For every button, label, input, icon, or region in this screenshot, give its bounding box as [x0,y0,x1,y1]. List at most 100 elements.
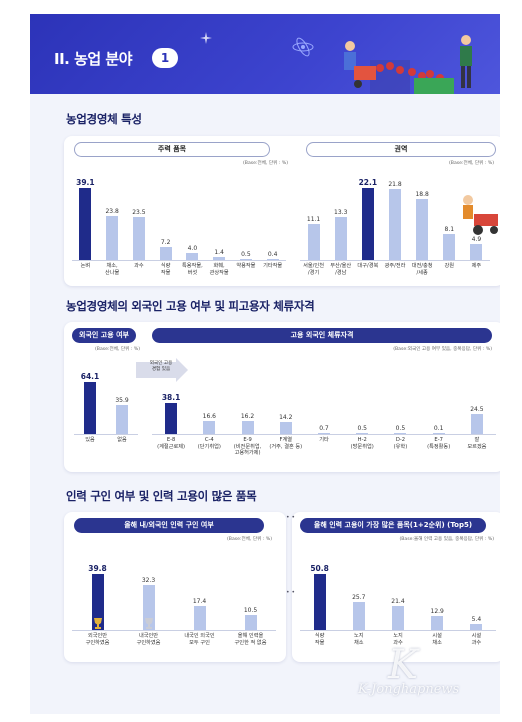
chart-value-label: 35.9 [115,396,129,404]
top-items-chart: 올해 인력 고용이 가장 많은 품목(1+2순위) (Top5) (Base:올해… [298,518,498,658]
chart-header-pill: 외국인 고용 여부 [72,328,136,343]
chart-bar [318,433,330,434]
chart-value-label: 22.1 [358,178,378,187]
chart-category-label: D-2 (유학) [393,437,408,450]
report-page: II. 농업 분야 1 농업경영체 특성 주력 품목 (Base:전체, 단위 :… [30,14,500,714]
chart-base-note: (Base:올해 인력 고용 있음, 중복응답, 단위 : %) [399,537,494,542]
chart-bar [203,420,216,434]
chart-category-label: 있음 [85,437,95,443]
chapter-title: II. 농업 분야 [54,50,133,68]
chart-bar [84,382,96,434]
chart-value-label: 8.1 [444,225,455,233]
chart-axis [74,434,138,435]
chart-category-label: H-2 (방문취업) [350,437,374,450]
chart-bar [356,433,369,434]
chart-category-label: 기타작물 [263,263,283,269]
chart-bar [213,257,226,260]
chart-header-pill: 올해 내/외국인 인력 구인 여부 [74,518,264,533]
chart-value-label: 17.4 [192,597,207,605]
chart-bar [334,216,347,260]
chart-category-label: 시설 채소 [432,633,442,646]
chart-base-note: (Base:외국인 고용 여부 있음, 중복응답, 단위 : %) [393,347,492,352]
chart-value-label: 39.8 [88,564,107,573]
chart-category-label: 기타 [319,437,329,443]
chart-bar [116,404,128,434]
gold-trophy-icon [94,618,102,629]
chart-value-label: 39.1 [76,178,95,187]
chart-category-label: C-4 (단기취업) [197,437,221,450]
chart-value-label: 4.9 [471,236,482,244]
chart-category-label: 시설 과수 [471,633,482,646]
chart-bar [279,422,292,434]
chart-value-label: 23.5 [132,208,146,216]
chart-value-label: 7.2 [160,238,171,246]
chart-axis [300,260,490,261]
chart-base-note: (Base:전체, 단위 : %) [227,537,272,542]
chart-category-label: 특용작물, 버섯 [182,263,203,276]
chart-base-note: (Base:전체, 단위 : %) [449,161,494,166]
chart-value-label: 50.8 [310,564,329,573]
chart-bar [416,198,429,260]
chart-header-pill: 고용 외국인 체류자격 [152,328,492,343]
chart-bar [91,574,104,630]
chart-bar [106,216,119,260]
section-title-foreign-employment: 농업경영체의 외국인 고용 여부 및 피고용자 체류자격 [66,299,315,313]
chart-bar [361,188,374,260]
connector-dots: • • [286,514,295,521]
chart-category-label: E-7 (특정활동) [427,437,451,450]
chart-header-pill: 올해 인력 고용이 가장 많은 품목(1+2순위) (Top5) [300,518,486,533]
chart-category-label: 잘 모르겠음 [467,437,487,450]
chart-value-label: 21.4 [391,598,405,606]
arrow-right-icon [136,358,188,382]
chart-category-label: 대구/경북 [357,263,379,269]
chart-value-label: 18.8 [415,190,429,198]
chart-value-label: 13.3 [334,208,348,216]
chart-bar [431,615,444,630]
region-chart: 권역 (Base:전체, 단위 : %) 11.1 서울/인천 /경기 13.3 부산/울… [296,142,498,282]
silver-trophy-icon [145,618,153,629]
crop-chart: 주력 품목 (Base:전체, 단위 : %) 39.1 논벼 23.8 채소, 산나물 2… [70,142,288,282]
chart-bar [239,259,252,260]
chart-value-label: 12.9 [430,607,444,615]
chart-bar [266,259,279,260]
chart-bar [241,420,254,434]
chart-bar [165,403,178,434]
sparkle-icon [200,32,212,44]
chart-category-label: 광주/전라 [384,263,406,269]
chart-bar [394,433,407,434]
chart-value-label: 0.5 [395,425,406,432]
chart-value-label: 16.2 [240,412,255,420]
chart-category-label: 노지 과수 [393,633,403,646]
chart-value-label: 10.5 [243,607,258,615]
chapter-number-badge: 1 [152,48,178,68]
chart-bar [470,414,483,434]
chart-category-label: 노지 채소 [354,633,364,646]
chart-category-label: 내국인 외국인 모두 구인 [184,633,215,646]
chart-category-label: 식량 작물 [160,263,171,276]
chart-category-label: 약용작물 [236,263,256,269]
chart-category-label: 제주 [471,263,482,269]
chart-header-pill: 주력 품목 [74,142,270,157]
atom-icon [292,37,314,57]
chart-axis [152,434,496,435]
chart-value-label: 21.8 [388,180,402,188]
farmer-illustration [344,35,472,94]
chart-value-label: 0.4 [267,251,278,258]
chart-header-pill: 권역 [306,142,496,157]
chart-value-label: 4.0 [187,244,198,252]
chart-value-label: 0.1 [433,425,444,432]
chart-value-label: 0.5 [357,425,367,432]
chart-category-label: F계열 (거주, 결혼 등) [269,437,303,450]
chart-value-label: 5.4 [471,616,482,624]
chart-category-label: 없음 [117,437,127,443]
chart-category-label: E-9 (비전문취업, 고용허가제) [233,437,262,456]
chart-value-label: 1.4 [214,249,224,257]
top-items-card: 올해 인력 고용이 가장 많은 품목(1+2순위) (Top5) (Base:올해… [292,512,500,662]
chart-bar [159,246,172,260]
callout-experience-label: 외국인 고용 경험 있음 [149,361,173,372]
chart-category-label: E-8 (계절근로제) [157,437,186,450]
chart-bar [432,433,445,434]
chart-bar [132,216,145,260]
chart-axis [72,630,276,631]
chart-value-label: 32.3 [141,576,156,584]
